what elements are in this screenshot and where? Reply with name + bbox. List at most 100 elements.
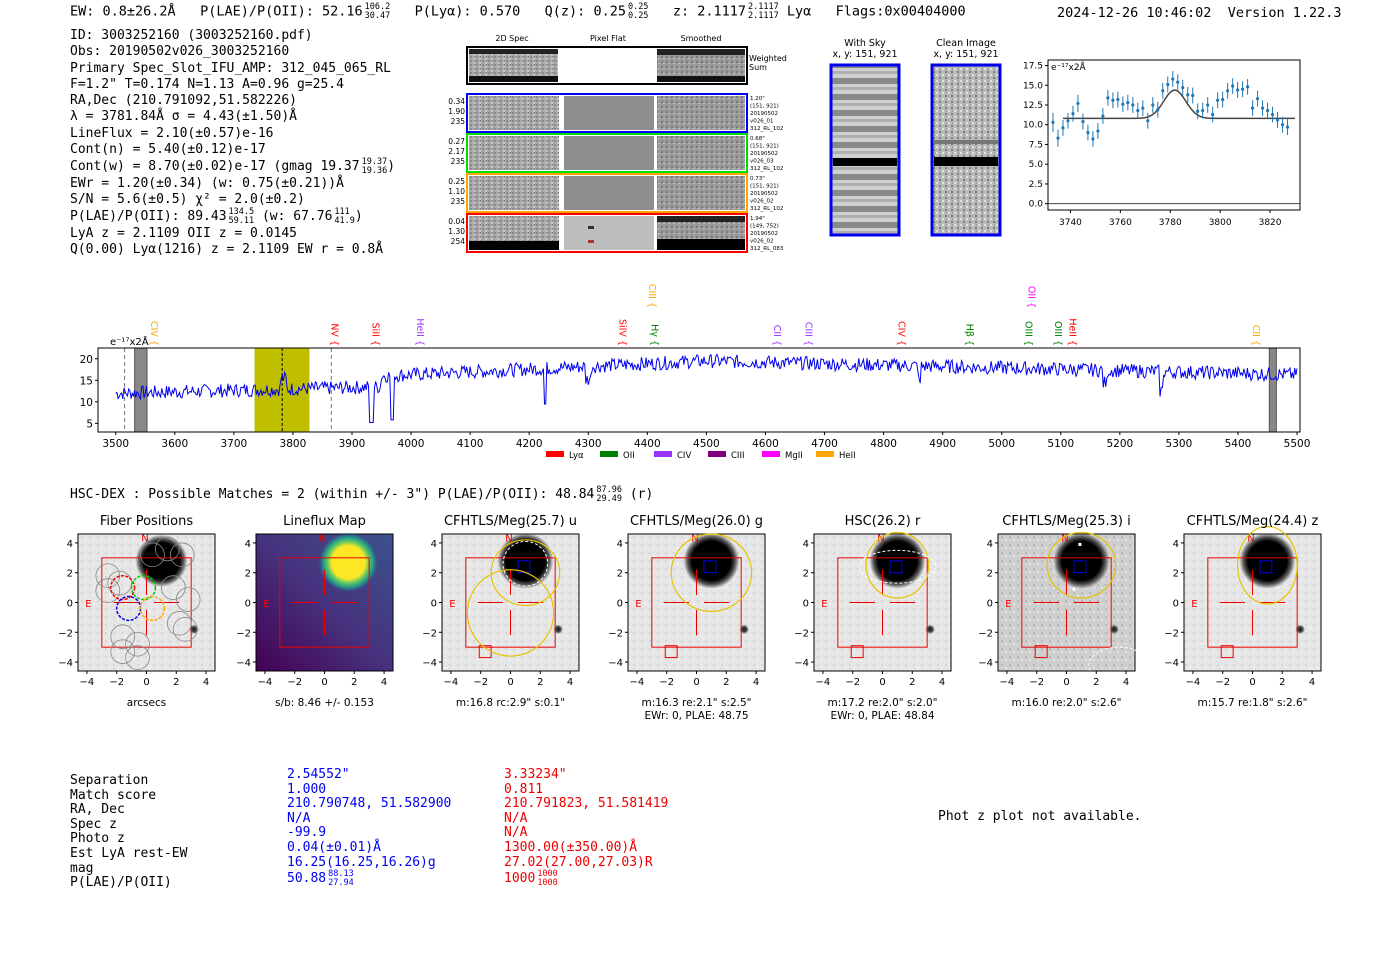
info-lambda: λ = 3781.84Å σ = 4.43(±1.50)Å — [70, 109, 297, 125]
emission-line-label: CII { — [1250, 325, 1261, 346]
panel-xtick-label: −4 — [630, 677, 645, 688]
legend-label: CIII — [731, 451, 744, 461]
blue-mag: 16.25(16.25,16.26)g — [287, 854, 436, 870]
zoom-data-point — [1081, 119, 1085, 124]
row-label-specz: Spec z — [70, 816, 117, 832]
panel-xtick-label: −2 — [287, 677, 302, 688]
panel-ytick-label: −4 — [1164, 658, 1179, 669]
panel-xtick-label: −4 — [1186, 677, 1201, 688]
emission-line-label: Hγ { — [648, 324, 659, 346]
source-ellipse — [490, 539, 561, 607]
zoom-data-point — [1086, 131, 1090, 135]
panel-caption: EWr: 0, PLAE: 48.84 — [830, 710, 935, 722]
candidate-blue-box — [1259, 560, 1273, 574]
emission-line-label: CIV { — [895, 321, 906, 346]
large-ellipse — [466, 569, 555, 657]
spectrum-unit-label: e⁻¹⁷x2Å — [110, 335, 149, 348]
info-sn: S/N = 5.6(±0.5) χ² = 2.0(±0.2) — [70, 191, 305, 207]
spectrum-xtick-label: 4300 — [575, 438, 602, 450]
panel-ytick-label: 2 — [987, 569, 993, 580]
z-range: 2.1117 2.1117 — [747, 2, 779, 21]
emission-line-label: OII { — [1025, 286, 1036, 308]
fiber-circle — [125, 631, 150, 657]
cutout-row-left-label: 2.17 — [448, 147, 465, 156]
zoom-data-point — [1285, 125, 1290, 129]
image-panel: N E −4 −4 −2 −2 0 0 2 2 4 4 — [422, 532, 580, 688]
zoom-data-point — [1146, 119, 1150, 123]
clean-image — [930, 63, 1002, 237]
emission-line-label: HeII { — [414, 318, 425, 346]
legend-label: MgII — [785, 451, 803, 461]
emission-line-label: NV { — [328, 323, 339, 346]
spectrum-xtick-label: 5100 — [1047, 438, 1074, 450]
cutout-row-right-label: 312_RL_102 — [750, 166, 783, 172]
panel-ytick-label: 0 — [245, 599, 251, 610]
zoom-data-point — [1181, 86, 1185, 90]
zoom-data-point — [1121, 102, 1125, 106]
legend-swatch — [600, 451, 618, 457]
spectrum-xtick-label: 4000 — [398, 438, 425, 450]
ew-value: EW: 0.8±26.2Å — [70, 3, 176, 20]
col-title-2dspec: 2D Spec — [495, 34, 529, 43]
legend-label: OII — [623, 451, 635, 461]
zoom-data-point — [1201, 108, 1205, 113]
search-box — [1021, 557, 1112, 648]
faint-source — [1295, 624, 1306, 635]
zoom-ytick-label: 7.5 — [1029, 140, 1043, 150]
with-sky-image — [829, 63, 901, 237]
panel-ytick-label: −4 — [978, 658, 993, 669]
clean-image-xy: x, y: 151, 921 — [933, 49, 999, 60]
detection-info: ID: 3003252160 (3003252160.pdf) Obs: 201… — [70, 28, 395, 258]
zoom-data-point — [1131, 103, 1135, 107]
info-lya: LyA z = 2.1109 OII z = 0.0145 — [70, 225, 297, 241]
compass-n: N — [1061, 533, 1068, 544]
zoom-data-point — [1250, 106, 1255, 110]
cutout-2dspec — [469, 176, 559, 210]
zoom-data-point — [1270, 112, 1275, 117]
panel-xtick-label: −2 — [1215, 677, 1230, 688]
image-panel: N E −4 −4 −2 −2 0 0 2 2 4 4 — [608, 532, 766, 688]
panel-xtick-label: 2 — [909, 677, 915, 688]
spectrum-xtick-label: 5000 — [988, 438, 1015, 450]
zoom-ytick-label: 5.0 — [1029, 160, 1044, 170]
info-q: Q(0.00) Lyα(1216) z = 2.1109 EW r = 0.8Å — [70, 241, 384, 257]
fiber-circle — [107, 570, 133, 596]
panel-xtick-label: 0 — [693, 677, 699, 688]
zoom-data-point — [1151, 103, 1155, 107]
panel-ytick-label: −2 — [1164, 628, 1179, 639]
dashed-aperture — [1088, 646, 1149, 684]
spectrum-xtick-label: 5300 — [1166, 438, 1193, 450]
panel-caption: m:15.7 re:1.8" s:2.6" — [1197, 697, 1308, 709]
with-sky-xy: x, y: 151, 921 — [832, 49, 898, 60]
blue-photoz: -99.9 — [287, 825, 327, 841]
bright-source — [135, 534, 188, 587]
compass-e: E — [85, 599, 91, 610]
emission-line-label: OIII { — [1052, 321, 1063, 346]
cutout-row-right-label: 0.73" — [750, 176, 765, 182]
col-title-pixelflat: Pixel Flat — [590, 34, 626, 43]
spectrum-xtick-label: 4700 — [811, 438, 838, 450]
compass-e: E — [821, 599, 827, 610]
emission-line-label: CIII { — [803, 322, 814, 346]
candidate-blue-box — [889, 560, 903, 574]
panel-xtick-label: 0 — [507, 677, 513, 688]
zoom-data-point — [1156, 108, 1160, 112]
panel-ytick-label: 0 — [987, 599, 993, 610]
image-panel: N E −4 −4 −2 −2 0 0 2 2 4 4 — [978, 531, 1149, 688]
cutout-row-right-label: v026_03 — [750, 159, 774, 165]
compass-n: N — [877, 533, 884, 544]
zoom-ytick-label: 17.5 — [1023, 62, 1043, 72]
panel-title: Fiber Positions — [99, 514, 194, 529]
spectrum-xtick-label: 3600 — [161, 438, 188, 450]
zoom-data-point — [1246, 85, 1250, 89]
emission-line-label: CIII { — [646, 284, 657, 308]
cutout-pixelflat — [564, 96, 654, 130]
zoom-data-point — [1216, 98, 1220, 102]
zoom-model-fit — [1063, 89, 1295, 120]
spectrum-xtick-label: 3900 — [339, 438, 366, 450]
match-table-blue: 2.54552" 1.000 210.790748, 51.582900 N/A… — [287, 767, 451, 887]
panel-xtick-label: 0 — [321, 677, 327, 688]
cutout-row-right-label: 20190502 — [750, 111, 778, 117]
spectrum-xtick-label: 4200 — [516, 438, 543, 450]
panel-xtick-label: −2 — [845, 677, 860, 688]
